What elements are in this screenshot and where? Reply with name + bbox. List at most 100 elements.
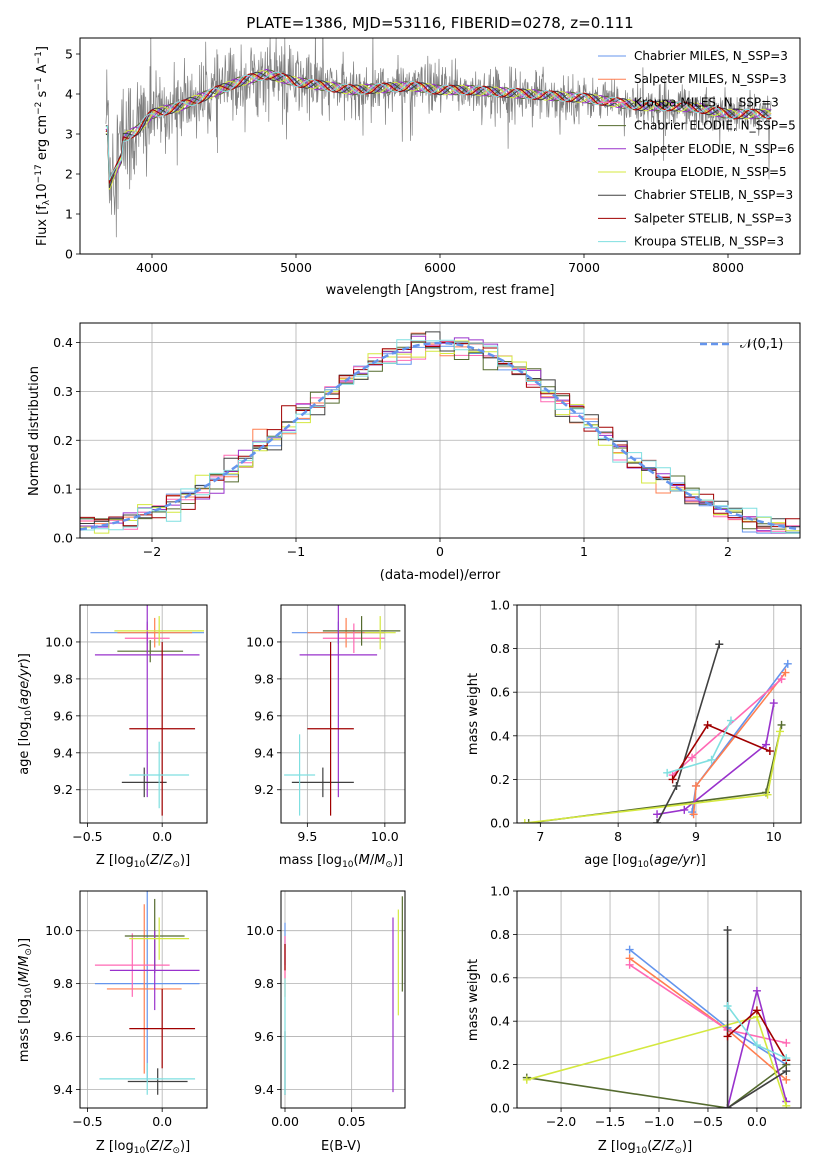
y-tick-label: 9.8 bbox=[53, 671, 73, 686]
mass-weight-marker bbox=[723, 1104, 732, 1108]
y-tick-label: 0.0 bbox=[490, 1101, 510, 1116]
x-tick-label: 9 bbox=[692, 829, 700, 844]
y-tick-label: 0.4 bbox=[490, 1014, 510, 1029]
x-tick-label: −1.5 bbox=[595, 1114, 625, 1129]
mass-weight-marker bbox=[782, 1067, 791, 1076]
x-tick-label: 1 bbox=[580, 544, 588, 559]
y-tick-label: 9.6 bbox=[53, 1029, 73, 1044]
mass-weight-marker bbox=[783, 659, 792, 668]
mass-weight-line bbox=[666, 720, 732, 774]
y-tick-label: 0.8 bbox=[490, 927, 510, 942]
y-tick-label: 0.0 bbox=[53, 531, 73, 546]
mass-weight-marker bbox=[763, 790, 772, 799]
y-tick-label: 9.2 bbox=[254, 782, 274, 797]
y-tick-label: 0.3 bbox=[53, 384, 73, 399]
mass-vs-extinction-plot-area: 0.00 0.05 9.4 9.6 9.8 10.0 bbox=[246, 890, 406, 1129]
model-spectrum-line bbox=[105, 68, 772, 189]
y-tick-label: 0.8 bbox=[490, 641, 510, 656]
mass-weight-line bbox=[526, 1063, 787, 1108]
x-tick-label: 5000 bbox=[280, 260, 312, 275]
legend-label: Chabrier STELIB, N_SSP=3 bbox=[634, 188, 793, 202]
weight-vs-age-xlabel: age [log10(age/yr)] bbox=[584, 853, 706, 870]
mass-weight-marker bbox=[524, 819, 533, 823]
mass-weight-marker bbox=[663, 768, 672, 777]
age-vs-metallicity-xlabel: Z [log10(Z/Z⊙)] bbox=[96, 853, 190, 870]
residuals-legend: 𝒩(0,1) bbox=[700, 337, 783, 352]
y-tick-label: 9.6 bbox=[254, 708, 274, 723]
normal-legend-label: 𝒩(0,1) bbox=[740, 337, 783, 352]
mass-weight-marker bbox=[653, 810, 662, 819]
mass-weight-marker bbox=[761, 740, 770, 749]
axes-frame bbox=[516, 604, 802, 824]
age-vs-metallicity-ylabel: age [log10(age/yr)] bbox=[17, 653, 34, 775]
y-tick-label: 0.2 bbox=[490, 1057, 510, 1072]
mass-weight-marker bbox=[680, 805, 689, 814]
normal-distribution-curve bbox=[80, 341, 798, 531]
x-tick-label: 6000 bbox=[424, 260, 456, 275]
mass-weight-marker bbox=[691, 781, 700, 790]
weight-vs-metallicity-panel: −2.0 −1.5 −1.0 −0.5 0.0 0.0 0.2 0.4 0.6 0.8 1.0 Z … bbox=[466, 884, 802, 1156]
y-tick-label: 9.8 bbox=[53, 976, 73, 991]
mass-weight-line bbox=[656, 702, 775, 816]
y-tick-label: 0.2 bbox=[53, 433, 73, 448]
mass-weight-marker bbox=[752, 1041, 761, 1050]
y-tick-label: 9.4 bbox=[53, 745, 73, 760]
mass-weight-marker bbox=[782, 1038, 791, 1047]
y-tick-label: 1 bbox=[65, 207, 73, 222]
mass-weight-marker bbox=[689, 810, 698, 819]
x-tick-label: 0.0 bbox=[747, 1114, 767, 1129]
y-tick-label: 3 bbox=[65, 127, 73, 142]
y-tick-label: 9.8 bbox=[254, 671, 274, 686]
legend-label: Kroupa MILES, N_SSP=3 bbox=[634, 95, 779, 109]
spectrum-title: PLATE=1386, MJD=53116, FIBERID=0278, z=0… bbox=[246, 14, 633, 32]
plot-content bbox=[520, 640, 792, 823]
mass-weight-marker bbox=[672, 781, 681, 790]
x-tick-label: 9.5 bbox=[297, 829, 317, 844]
legend-label: Kroupa ELODIE, N_SSP=5 bbox=[634, 165, 787, 179]
mass-weight-marker bbox=[707, 755, 716, 764]
y-tick-label: 9.8 bbox=[254, 976, 274, 991]
y-tick-label: 10.0 bbox=[45, 923, 73, 938]
x-tick-label: 2 bbox=[724, 544, 732, 559]
mass-weight-marker bbox=[782, 1101, 791, 1108]
weight-vs-age-plot-area: 7 8 9 10 0.0 0.2 0.4 0.6 0.8 1.0 bbox=[490, 598, 802, 844]
y-tick-label: 2 bbox=[65, 167, 73, 182]
x-tick-label: 7 bbox=[536, 829, 544, 844]
y-tick-label: 9.4 bbox=[254, 1082, 274, 1097]
residuals-plot-area: −2 −1 0 1 2 0.0 0.1 0.2 0.3 0.4 bbox=[53, 322, 801, 559]
weight-vs-metallicity-plot-area: −2.0 −1.5 −1.0 −0.5 0.0 0.0 0.2 0.4 0.6 0.8 1.0 bbox=[490, 884, 802, 1129]
age-vs-metallicity-panel: −0.5 0.09.29.49.69.810.0 Z [log10(Z/Z⊙)] … bbox=[17, 604, 208, 870]
mass-weight-marker bbox=[781, 668, 790, 677]
x-tick-label: 7000 bbox=[568, 260, 600, 275]
residual-histogram-line bbox=[80, 340, 800, 529]
y-tick-label: 10.0 bbox=[246, 634, 274, 649]
x-tick-label: 10.0 bbox=[371, 829, 399, 844]
weight-vs-metallicity-xlabel: Z [log10(Z/Z⊙)] bbox=[598, 1139, 692, 1156]
x-tick-label: −2.0 bbox=[546, 1114, 576, 1129]
mass-weight-marker bbox=[782, 1054, 791, 1063]
x-tick-label: −0.5 bbox=[72, 829, 102, 844]
y-tick-label: 0.0 bbox=[490, 816, 510, 831]
x-tick-label: 8 bbox=[614, 829, 622, 844]
y-tick-label: 0.4 bbox=[490, 728, 510, 743]
residuals-ylabel: Normed distribution bbox=[27, 366, 42, 496]
axes-frame bbox=[79, 890, 208, 1109]
model-spectrum-line bbox=[105, 72, 772, 184]
spectrum-legend: Chabrier MILES, N_SSP=3 Salpeter MILES, N… bbox=[598, 49, 796, 249]
mass-vs-metallicity-panel: −0.5 0.0 9.4 9.6 9.8 10.0 Z [log10(Z/Z⊙)] mas… bbox=[17, 890, 208, 1156]
mass-weight-marker bbox=[782, 1075, 791, 1084]
legend-label: Chabrier ELODIE, N_SSP=5 bbox=[634, 119, 796, 133]
plot-content bbox=[522, 926, 791, 1108]
mass-weight-line bbox=[726, 930, 787, 1108]
y-tick-label: 0.4 bbox=[53, 335, 73, 350]
x-tick-label: 4000 bbox=[136, 260, 168, 275]
spectrum-panel: PLATE=1386, MJD=53116, FIBERID=0278, z=0… bbox=[34, 14, 801, 298]
x-tick-label: −0.5 bbox=[72, 1114, 102, 1129]
y-tick-label: 1.0 bbox=[490, 598, 510, 613]
spectrum-plot-area: 4000 5000 6000 7000 8000 0 1 2 3 4 5 bbox=[65, 37, 801, 275]
mass-vs-metallicity-plot-area: −0.5 0.0 9.4 9.6 9.8 10.0 bbox=[45, 890, 208, 1129]
mass-weight-marker bbox=[752, 1006, 761, 1015]
weight-vs-age-ylabel: mass weight bbox=[466, 673, 481, 755]
spectrum-ylabel: Flux [fλ10−17 erg cm−2 s−1 A−1] bbox=[34, 46, 52, 246]
